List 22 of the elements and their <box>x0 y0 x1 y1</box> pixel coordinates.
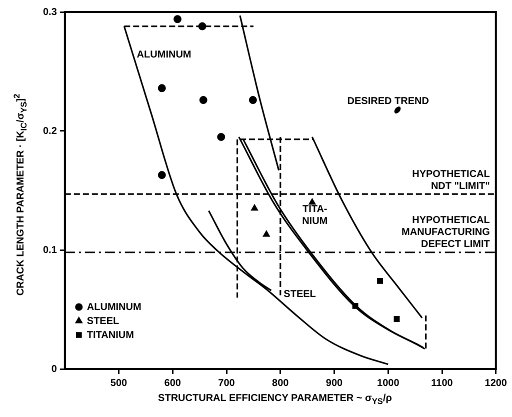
x-tick-label: 500 <box>110 378 128 389</box>
annotation: STEEL <box>284 288 316 300</box>
legend-label: TITANIUM <box>86 330 134 341</box>
annotation: TITA- NIUM <box>302 204 328 228</box>
x-tick-label: 1000 <box>377 378 400 389</box>
y-tick-label: 0 <box>51 364 58 375</box>
x-tick-label: 600 <box>164 378 182 389</box>
legend-label: ALUMINUM <box>86 302 142 313</box>
x-axis-title: STRUCTURAL EFFICIENCY PARAMETER ~ σ$_{YS}$/ρ <box>157 393 393 406</box>
annotation: DESIRED TREND <box>347 96 429 107</box>
x-tick-label: 800 <box>272 378 290 389</box>
x-tick-label: 1100 <box>431 378 454 389</box>
annotation: ALUMINUM <box>136 50 192 61</box>
ref-line-label: HYPOTHETICAL MANUFACTURING DEFECT LIMIT <box>402 215 490 250</box>
y-tick-label: 0.2 <box>42 126 58 137</box>
x-tick-label: 1200 <box>484 378 508 389</box>
y-tick-label: 0.3 <box>42 6 58 18</box>
legend-label: STEEL <box>86 316 120 327</box>
x-tick-label: 700 <box>218 378 236 389</box>
x-tick-label: 900 <box>326 378 344 389</box>
ref-line-label: HYPOTHETICAL NDT "LIMIT" <box>412 168 490 192</box>
y-tick-label: 0.1 <box>42 244 58 256</box>
